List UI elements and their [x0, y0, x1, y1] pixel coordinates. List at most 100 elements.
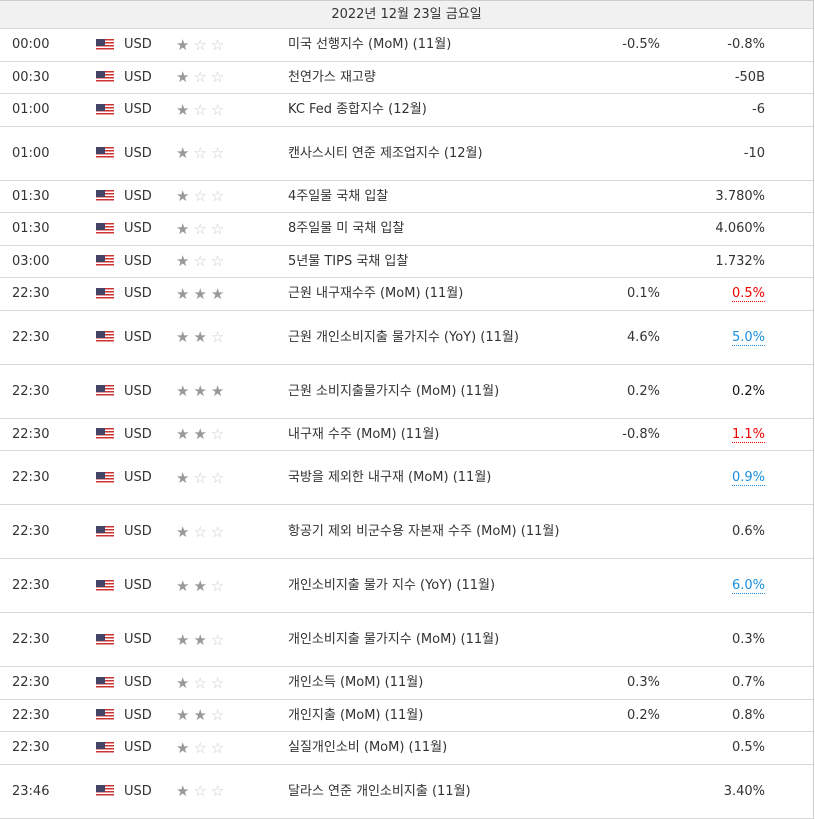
currency: USD [124, 37, 152, 53]
importance-stars: ★★☆ [176, 706, 288, 724]
event-row[interactable]: 23:46 USD ★☆☆ 달라스 연준 개인소비지출 (11월) 3.40% [0, 765, 813, 819]
currency: USD [124, 632, 152, 647]
event-name[interactable]: 근원 내구재수주 (MoM) (11월) [288, 286, 464, 302]
event-name[interactable]: 8주일물 미 국채 입찰 [288, 221, 405, 237]
event-row[interactable]: 22:30 USD ★★☆ 근원 개인소비지출 물가지수 (YoY) (11월)… [0, 311, 813, 365]
star-empty-icon: ☆ [210, 219, 229, 238]
event-row[interactable]: 22:30 USD ★☆☆ 개인소득 (MoM) (11월) 0.3% 0.7% [0, 667, 813, 700]
star-empty-icon: ☆ [210, 706, 229, 725]
forecast-value: 4.060% [660, 221, 765, 236]
star-empty-icon: ☆ [210, 468, 229, 487]
event-name[interactable]: 항공기 제외 비군수용 자본재 수주 (MoM) (11월) [288, 524, 560, 539]
forecast-value[interactable]: 0.9% [660, 470, 765, 486]
importance-stars: ★☆☆ [176, 36, 288, 54]
forecast-value: -6 [660, 102, 765, 117]
star-filled-icon: ★ [176, 187, 194, 206]
importance-stars: ★☆☆ [176, 101, 288, 119]
forecast-value[interactable]: 0.5% [660, 286, 765, 303]
importance-stars: ★★☆ [176, 425, 288, 443]
event-row[interactable]: 01:00 USD ★☆☆ KC Fed 종합지수 (12월) -6 [0, 94, 813, 127]
star-filled-icon: ★ [176, 328, 194, 346]
star-empty-icon: ☆ [193, 144, 211, 162]
event-name[interactable]: 근원 소비지출물가지수 (MoM) (11월) [288, 383, 500, 399]
event-name[interactable]: 4주일물 국채 입찰 [288, 188, 389, 204]
star-filled-icon: ★ [193, 630, 211, 649]
event-row[interactable]: 22:30 USD ★☆☆ 국방을 제외한 내구재 (MoM) (11월) 0.… [0, 451, 813, 505]
event-row[interactable]: 22:30 USD ★★★ 근원 내구재수주 (MoM) (11월) 0.1% … [0, 278, 813, 311]
event-row[interactable]: 22:30 USD ★★☆ 내구재 수주 (MoM) (11월) -0.8% 1… [0, 419, 813, 451]
event-name[interactable]: 미국 선행지수 (MoM) (11월) [288, 37, 452, 53]
actual-value: 0.2% [626, 707, 660, 723]
event-name[interactable]: 개인지출 (MoM) (11월) [288, 707, 424, 723]
star-empty-icon: ☆ [210, 35, 229, 54]
us-flag-icon [96, 428, 114, 441]
star-empty-icon: ☆ [210, 630, 229, 649]
currency: USD [124, 675, 152, 691]
us-flag-icon [96, 287, 114, 300]
event-name[interactable]: 내구재 수주 (MoM) (11월) [288, 426, 440, 442]
importance-stars: ★★☆ [176, 631, 288, 649]
event-name[interactable]: 국방을 제외한 내구재 (MoM) (11월) [288, 470, 492, 485]
event-row[interactable]: 22:30 USD ★★☆ 개인소비지출 물가지수 (MoM) (11월) 0.… [0, 613, 813, 667]
forecast-value: -0.8% [660, 37, 765, 52]
star-empty-icon: ☆ [210, 425, 229, 444]
forecast-value[interactable]: 5.0% [660, 329, 765, 346]
forecast-value-text: 0.2% [731, 383, 765, 399]
event-time: 22:30 [12, 524, 50, 539]
event-name[interactable]: 개인소비지출 물가지수 (MoM) (11월) [288, 632, 500, 647]
forecast-value-text: -10 [743, 145, 765, 161]
event-row[interactable]: 22:30 USD ★★☆ 개인소비지출 물가 지수 (YoY) (11월) 6… [0, 559, 813, 613]
importance-stars: ★☆☆ [176, 187, 288, 205]
forecast-value: 0.6% [660, 524, 765, 539]
importance-stars: ★☆☆ [176, 782, 288, 800]
event-time: 01:30 [12, 221, 50, 237]
star-filled-icon: ★ [176, 706, 194, 725]
importance-stars: ★☆☆ [176, 220, 288, 238]
event-time: 22:30 [12, 578, 50, 593]
event-row[interactable]: 22:30 USD ★☆☆ 실질개인소비 (MoM) (11월) 0.5% [0, 732, 813, 765]
event-row[interactable]: 01:30 USD ★☆☆ 8주일물 미 국채 입찰 4.060% [0, 213, 813, 246]
importance-stars: ★★★ [176, 382, 288, 400]
event-name[interactable]: 천연가스 재고량 [288, 69, 376, 85]
event-name[interactable]: 5년물 TIPS 국채 입찰 [288, 253, 409, 269]
event-row[interactable]: 00:00 USD ★☆☆ 미국 선행지수 (MoM) (11월) -0.5% … [0, 29, 813, 62]
forecast-value: 0.2% [660, 384, 765, 399]
event-name[interactable]: 캔사스시티 연준 제조업지수 (12월) [288, 145, 483, 161]
us-flag-icon [96, 385, 114, 397]
event-row[interactable]: 22:30 USD ★★★ 근원 소비지출물가지수 (MoM) (11월) 0.… [0, 365, 813, 419]
event-time: 22:30 [12, 632, 50, 647]
event-row[interactable]: 00:30 USD ★☆☆ 천연가스 재고량 -50B [0, 62, 813, 94]
event-row[interactable]: 01:00 USD ★☆☆ 캔사스시티 연준 제조업지수 (12월) -10 [0, 127, 813, 181]
us-flag-icon [96, 190, 114, 203]
event-row[interactable]: 01:30 USD ★☆☆ 4주일물 국채 입찰 3.780% [0, 181, 813, 213]
forecast-value[interactable]: 1.1% [660, 426, 765, 443]
event-row[interactable]: 22:30 USD ★☆☆ 항공기 제외 비군수용 자본재 수주 (MoM) (… [0, 505, 813, 559]
star-filled-icon: ★ [210, 284, 229, 303]
event-time: 00:00 [12, 37, 50, 53]
event-time: 22:30 [12, 329, 50, 345]
event-name[interactable]: 달라스 연준 개인소비지출 (11월) [288, 783, 471, 799]
us-flag-icon [96, 741, 114, 754]
currency: USD [124, 524, 152, 539]
forecast-value[interactable]: 6.0% [660, 578, 765, 594]
star-empty-icon: ☆ [193, 35, 211, 54]
event-name[interactable]: 근원 개인소비지출 물가지수 (YoY) (11월) [288, 329, 519, 345]
event-name[interactable]: 실질개인소비 (MoM) (11월) [288, 740, 448, 756]
star-filled-icon: ★ [176, 738, 194, 757]
us-flag-icon [96, 103, 114, 116]
event-row[interactable]: 03:00 USD ★☆☆ 5년물 TIPS 국채 입찰 1.732% [0, 246, 813, 278]
event-name[interactable]: 개인소득 (MoM) (11월) [288, 675, 424, 691]
importance-stars: ★★★ [176, 285, 288, 303]
star-filled-icon: ★ [193, 425, 211, 444]
event-name[interactable]: KC Fed 종합지수 (12월) [288, 102, 427, 118]
event-name[interactable]: 개인소비지출 물가 지수 (YoY) (11월) [288, 578, 496, 593]
event-time: 22:30 [12, 675, 50, 691]
forecast-value: 0.7% [660, 675, 765, 690]
currency: USD [124, 145, 152, 161]
event-row[interactable]: 22:30 USD ★★☆ 개인지출 (MoM) (11월) 0.2% 0.8% [0, 700, 813, 732]
forecast-value: 3.40% [660, 784, 765, 799]
star-filled-icon: ★ [176, 425, 194, 444]
star-empty-icon: ☆ [210, 328, 229, 346]
us-flag-icon [96, 785, 114, 797]
